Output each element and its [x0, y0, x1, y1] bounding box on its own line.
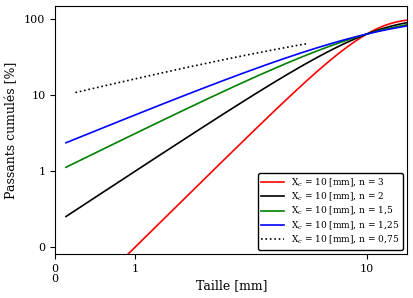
X$_c$ = 10 [mm], n = 2 [232, 105, 237, 109]
X$_c$ = 10 [mm], n = 2 [64, 215, 69, 218]
X$_c$ = 10 [mm], n = 2 [405, 21, 410, 24]
X$_c$ = 10 [mm], n = 3 [202, 177, 207, 180]
X$_c$ = 10 [mm], n = 0,75 [78, 90, 83, 93]
X$_c$ = 10 [mm], n = 2 [127, 173, 132, 176]
X$_c$ = 10 [mm], n = 1,5 [405, 23, 410, 27]
X$_c$ = 10 [mm], n = 0,75 [185, 66, 190, 69]
Line: X$_c$ = 10 [mm], n = 1,25: X$_c$ = 10 [mm], n = 1,25 [66, 26, 407, 143]
X$_c$ = 10 [mm], n = 0,75 [172, 68, 177, 72]
X$_c$ = 10 [mm], n = 1,25 [189, 91, 194, 94]
X$_c$ = 10 [mm], n = 3 [350, 41, 355, 45]
X$_c$ = 10 [mm], n = 2 [113, 182, 118, 186]
X$_c$ = 10 [mm], n = 2 [189, 133, 194, 136]
X$_c$ = 10 [mm], n = 1,25 [127, 115, 132, 119]
X$_c$ = 10 [mm], n = 1,25 [64, 141, 69, 145]
X$_c$ = 10 [mm], n = 1,25 [339, 39, 344, 43]
X$_c$ = 10 [mm], n = 3 [204, 175, 209, 179]
Y-axis label: Passants cumulés [%]: Passants cumulés [%] [5, 61, 19, 198]
Line: X$_c$ = 10 [mm], n = 0,75: X$_c$ = 10 [mm], n = 0,75 [76, 44, 306, 93]
X$_c$ = 10 [mm], n = 3 [126, 252, 131, 256]
Text: 0: 0 [52, 274, 59, 284]
X$_c$ = 10 [mm], n = 2 [339, 43, 344, 47]
X$_c$ = 10 [mm], n = 3 [198, 181, 203, 185]
X$_c$ = 10 [mm], n = 0,75 [231, 56, 236, 59]
X$_c$ = 10 [mm], n = 0,75 [304, 42, 309, 46]
X$_c$ = 10 [mm], n = 1,5 [64, 165, 69, 169]
X$_c$ = 10 [mm], n = 1,25 [232, 74, 237, 78]
Line: X$_c$ = 10 [mm], n = 2: X$_c$ = 10 [mm], n = 2 [66, 23, 407, 216]
Line: X$_c$ = 10 [mm], n = 1,5: X$_c$ = 10 [mm], n = 1,5 [66, 25, 407, 167]
X$_c$ = 10 [mm], n = 1,5 [113, 142, 118, 145]
X$_c$ = 10 [mm], n = 1,25 [258, 65, 263, 69]
Legend: X$_c$ = 10 [mm], n = 3, X$_c$ = 10 [mm], n = 2, X$_c$ = 10 [mm], n = 1,5, X$_c$ : X$_c$ = 10 [mm], n = 3, X$_c$ = 10 [mm],… [258, 173, 403, 250]
X$_c$ = 10 [mm], n = 1,5 [189, 105, 194, 108]
X$_c$ = 10 [mm], n = 1,5 [127, 134, 132, 138]
X$_c$ = 10 [mm], n = 3 [233, 147, 238, 150]
X$_c$ = 10 [mm], n = 1,5 [258, 73, 263, 77]
X$_c$ = 10 [mm], n = 1,25 [113, 121, 118, 125]
X$_c$ = 10 [mm], n = 1,5 [339, 40, 344, 44]
X$_c$ = 10 [mm], n = 2 [258, 89, 263, 93]
X$_c$ = 10 [mm], n = 3 [405, 18, 410, 22]
Line: X$_c$ = 10 [mm], n = 3: X$_c$ = 10 [mm], n = 3 [128, 20, 407, 254]
X$_c$ = 10 [mm], n = 3 [150, 229, 155, 232]
X$_c$ = 10 [mm], n = 0,75 [73, 91, 78, 94]
X$_c$ = 10 [mm], n = 0,75 [273, 48, 278, 51]
X-axis label: Taille [mm]: Taille [mm] [196, 280, 267, 292]
X$_c$ = 10 [mm], n = 1,5 [232, 84, 237, 88]
X$_c$ = 10 [mm], n = 0,75 [294, 44, 299, 47]
X$_c$ = 10 [mm], n = 1,25 [405, 24, 410, 28]
